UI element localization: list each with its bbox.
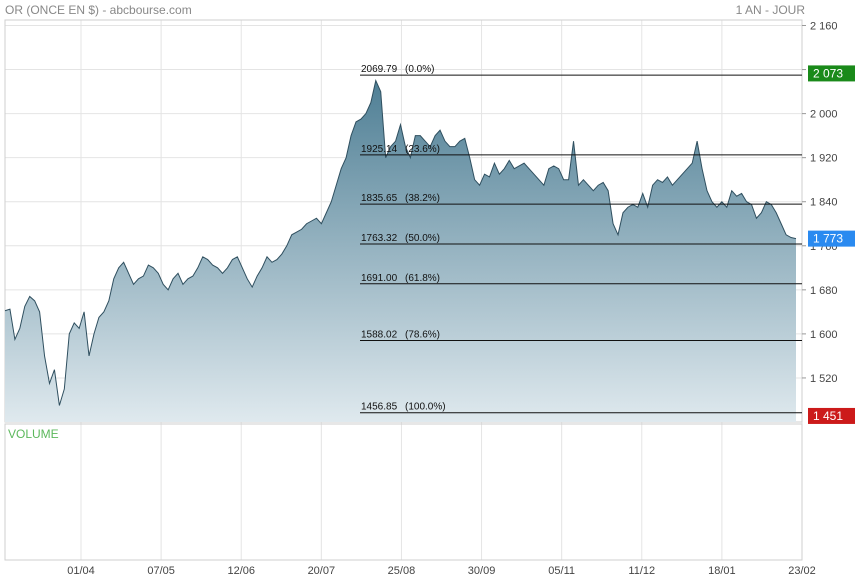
y-tick-label: 1 840: [810, 197, 838, 209]
y-tick-label: 1 920: [810, 153, 838, 165]
x-tick-label: 18/01: [708, 565, 736, 577]
fib-value: 1835.65: [361, 193, 398, 204]
y-tick-label: 1 600: [810, 329, 838, 341]
price-area: [5, 80, 796, 422]
period-label[interactable]: 1 AN - JOUR: [735, 3, 805, 17]
fib-percent: (0.0%): [405, 64, 434, 75]
last-price-badge: [808, 230, 855, 247]
fib-value: 1763.32: [361, 233, 398, 244]
x-tick-label: 11/12: [628, 565, 655, 577]
fib-percent: (78.6%): [405, 329, 440, 340]
y-tick-label: 2 160: [810, 21, 838, 33]
fib-percent: (23.6%): [405, 144, 440, 155]
x-tick-label: 30/09: [468, 565, 496, 577]
x-tick-label: 01/04: [67, 565, 95, 577]
x-tick-label: 25/08: [388, 565, 416, 577]
price-line: [4, 79, 797, 406]
fib-percent: (100.0%): [405, 402, 446, 413]
y-tick-label: 1 680: [810, 285, 838, 297]
price-badges: 2 073 1 773 1 451: [808, 65, 855, 424]
volume-panel-border: [4, 423, 803, 561]
x-tick-label: 12/06: [227, 565, 255, 577]
high-price-badge-text: 2 073: [813, 66, 843, 80]
fib-value: 1588.02: [361, 329, 398, 340]
high-price-badge: [808, 65, 855, 82]
x-tick-label: 07/05: [147, 565, 175, 577]
y-tick-label: 1 520: [810, 373, 838, 385]
x-axis: 01/04 07/05 12/06 20/07 25/08 30/09 05/11 11/12…: [67, 565, 816, 577]
chart-title: OR (ONCE EN $) - abcbourse.com: [5, 3, 192, 17]
x-tick-label: 05/11: [548, 565, 575, 577]
fib-value: 2069.79: [361, 64, 398, 75]
fib-percent: (61.8%): [405, 273, 440, 284]
fib-value: 1456.85: [361, 402, 398, 413]
fib-value: 1925.14: [361, 144, 398, 155]
low-price-badge: [808, 407, 855, 424]
y-tick-label: 2 000: [810, 109, 838, 121]
fib-percent: (50.0%): [405, 233, 440, 244]
fib-value: 1691.00: [361, 273, 398, 284]
volume-label: VOLUME: [8, 427, 59, 441]
fibonacci-levels: 2069.79 (0.0%) 1925.14 (23.6%) 1835.65 (38.2%…: [360, 64, 802, 414]
fib-percent: (38.2%): [405, 193, 440, 204]
low-price-badge-text: 1 451: [813, 409, 843, 423]
x-tick-label: 20/07: [308, 565, 336, 577]
last-price-badge-text: 1 773: [813, 232, 843, 246]
x-tick-label: 23/02: [788, 565, 816, 577]
